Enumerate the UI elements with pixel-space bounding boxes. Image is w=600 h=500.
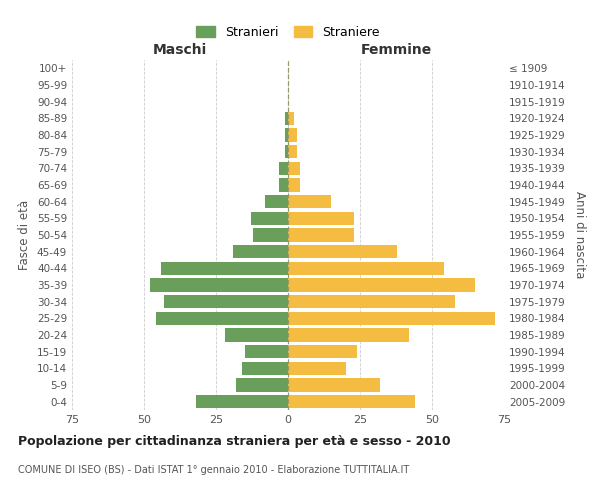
Text: Popolazione per cittadinanza straniera per età e sesso - 2010: Popolazione per cittadinanza straniera p… [18, 435, 451, 448]
Bar [224, 328, 288, 342]
Text: Femmine: Femmine [361, 42, 431, 56]
Bar [288, 212, 354, 225]
Bar [288, 312, 496, 325]
Bar [245, 345, 288, 358]
Bar [288, 328, 409, 342]
Bar [288, 112, 294, 125]
Bar [288, 245, 397, 258]
Bar [155, 312, 288, 325]
Bar [288, 145, 296, 158]
Bar [285, 112, 288, 125]
Bar [288, 262, 443, 275]
Bar [285, 128, 288, 141]
Bar [196, 395, 288, 408]
Bar [150, 278, 288, 291]
Bar [242, 362, 288, 375]
Bar [288, 178, 299, 192]
Bar [288, 362, 346, 375]
Y-axis label: Fasce di età: Fasce di età [19, 200, 31, 270]
Bar [164, 295, 288, 308]
Bar [288, 162, 299, 175]
Text: COMUNE DI ISEO (BS) - Dati ISTAT 1° gennaio 2010 - Elaborazione TUTTITALIA.IT: COMUNE DI ISEO (BS) - Dati ISTAT 1° genn… [18, 465, 409, 475]
Bar [288, 195, 331, 208]
Bar [285, 145, 288, 158]
Bar [280, 162, 288, 175]
Text: Maschi: Maschi [153, 42, 207, 56]
Bar [280, 178, 288, 192]
Bar [288, 278, 475, 291]
Bar [253, 228, 288, 241]
Bar [288, 378, 380, 392]
Bar [236, 378, 288, 392]
Bar [265, 195, 288, 208]
Bar [288, 295, 455, 308]
Bar [233, 245, 288, 258]
Bar [288, 128, 296, 141]
Legend: Stranieri, Straniere: Stranieri, Straniere [191, 21, 385, 44]
Bar [288, 345, 357, 358]
Bar [288, 228, 354, 241]
Bar [251, 212, 288, 225]
Y-axis label: Anni di nascita: Anni di nascita [572, 192, 586, 278]
Bar [288, 395, 415, 408]
Bar [161, 262, 288, 275]
